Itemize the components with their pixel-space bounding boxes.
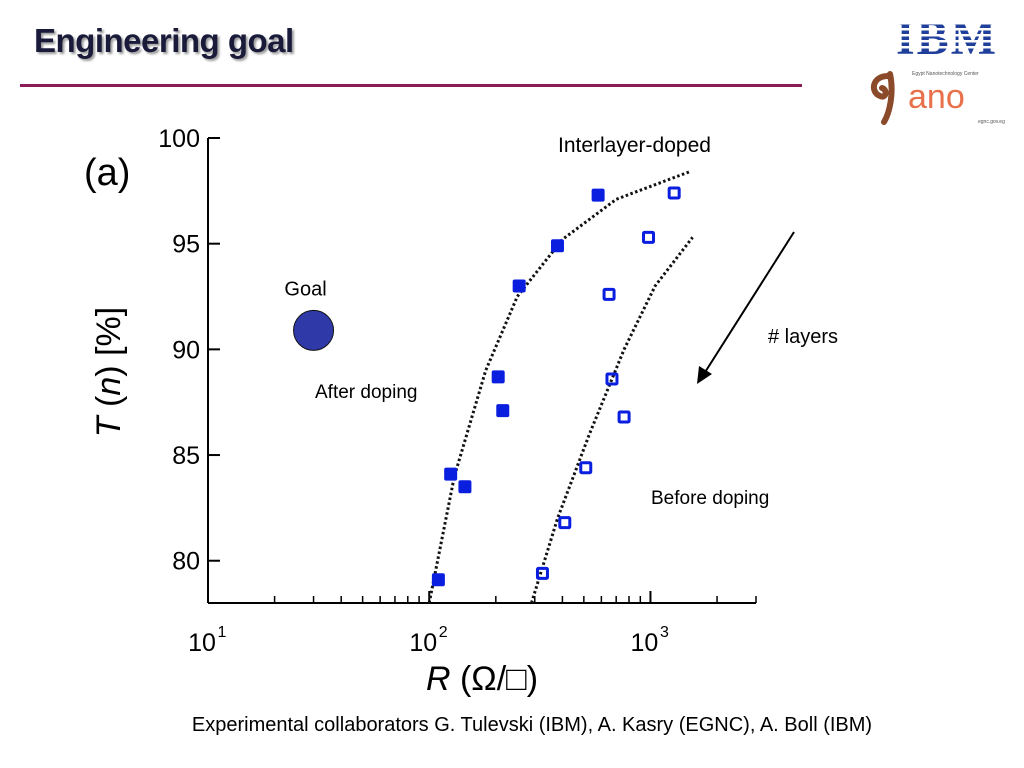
slide-title: Engineering goal <box>34 22 294 59</box>
after-doping-point <box>444 467 458 481</box>
before-doping-point <box>602 287 616 301</box>
before-doping-point <box>535 566 549 580</box>
after-doping-point <box>458 480 472 494</box>
y-axis-label: T (n) [%] <box>90 307 128 437</box>
interlayer-doped-label: Interlayer-doped <box>558 134 711 157</box>
collaborators-footer: Experimental collaborators G. Tulevski (… <box>191 714 873 736</box>
after-doping-point <box>491 370 505 384</box>
y-tick-label: 90 <box>172 336 200 364</box>
after-doping-point <box>591 188 605 202</box>
layers-label: # layers <box>768 326 838 348</box>
ibm-logo: IBM <box>890 14 1004 60</box>
before-doping-point <box>617 410 631 424</box>
x-tick-label: 10 <box>188 629 216 657</box>
fit-curve-1 <box>427 170 690 604</box>
layers-arrow-shaft <box>701 231 795 378</box>
axes-layer <box>207 137 795 604</box>
ibm-logo-text: IBM <box>896 14 998 60</box>
after-doping-label: After doping <box>315 382 417 403</box>
goal-label: Goal <box>284 278 326 300</box>
before-doping-point <box>579 461 593 475</box>
title-divider <box>20 84 802 87</box>
y-tick-label: 80 <box>172 548 200 576</box>
x-tick-label-exponent: 1 <box>218 624 227 641</box>
fit-curve-2 <box>530 236 694 604</box>
nano-logo-swoosh <box>870 73 891 100</box>
after-doping-point <box>431 573 445 587</box>
goal-marker <box>293 309 335 351</box>
data-points-layer <box>293 186 681 587</box>
x-axis-label: R (Ω/□) <box>426 660 538 698</box>
y-tick-label: 95 <box>172 231 200 259</box>
x-tick-label: 10 <box>631 629 659 657</box>
y-tick-label: 85 <box>172 442 200 470</box>
nano-logo-word: ano <box>908 78 965 116</box>
before-doping-point <box>642 230 656 244</box>
before-doping-point <box>605 372 619 386</box>
after-doping-point <box>550 239 564 253</box>
panel-label: (a) <box>84 152 130 194</box>
fit-curves-layer <box>427 170 694 604</box>
layers-arrow-head <box>697 366 712 384</box>
before-doping-point <box>558 516 572 530</box>
x-tick-label: 10 <box>409 629 437 657</box>
before-doping-label: Before doping <box>651 488 769 509</box>
after-doping-point <box>512 279 526 293</box>
x-tick-label-exponent: 3 <box>660 624 669 641</box>
before-doping-point <box>667 186 681 200</box>
nano-logo-subtitle: Egypt Nanotechnology Center <box>912 71 979 77</box>
x-tick-label-exponent: 2 <box>439 624 448 641</box>
y-tick-label: 100 <box>158 125 200 153</box>
after-doping-point <box>496 404 510 418</box>
nano-logo-url: egnc.gov.eg <box>978 119 1005 125</box>
nano-logo: Egypt Nanotechnology Center ano egnc.gov… <box>870 71 1005 125</box>
